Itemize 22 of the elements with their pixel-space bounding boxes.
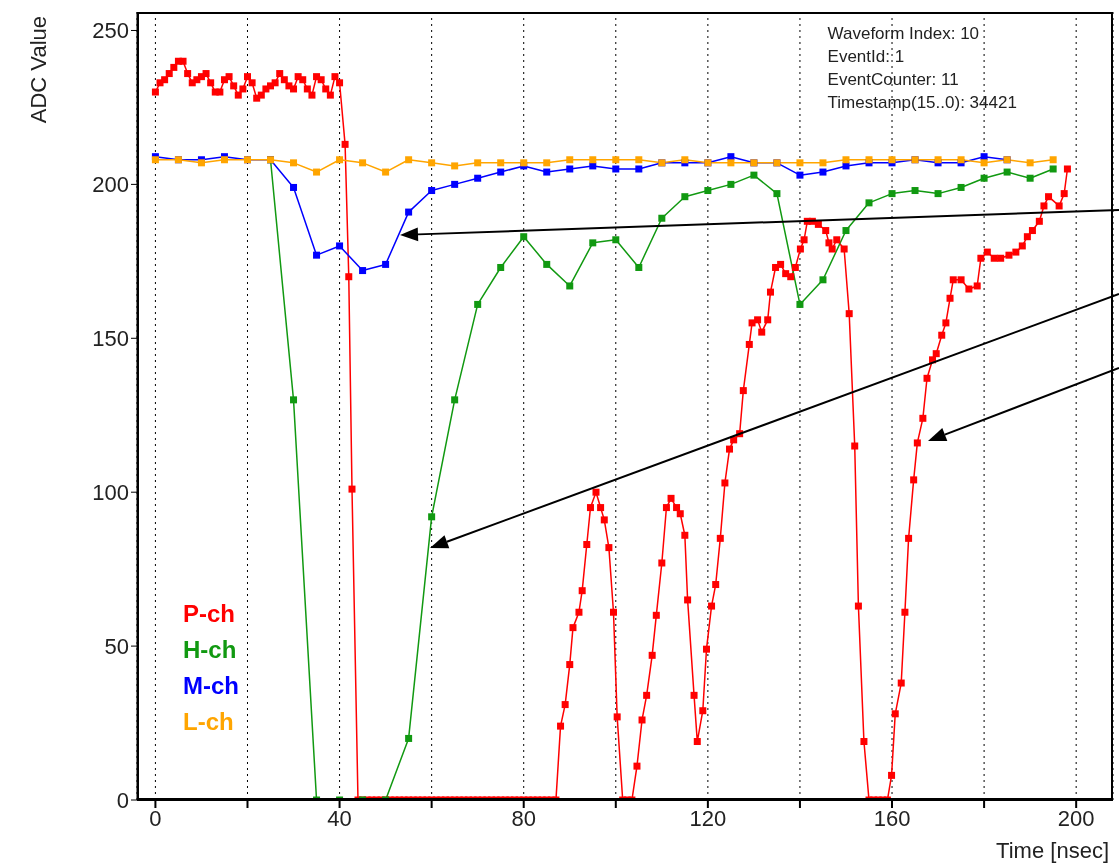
annotation: EventId: 1 <box>827 46 906 68</box>
text: L-ch <box>183 707 235 737</box>
x-tick-label: 80 <box>511 805 536 831</box>
text: M-ch <box>183 671 239 701</box>
annotation: Waveform Index: 10 <box>827 23 981 45</box>
x-tick-label: 200 <box>1057 805 1095 831</box>
text: H-ch <box>183 635 238 665</box>
x-axis-title: Time [nsec] <box>996 838 1109 863</box>
x-tick-label: 160 <box>873 805 911 831</box>
annotation: EventCounter: 11 <box>827 69 960 91</box>
y-tick-label: 200 <box>92 172 129 198</box>
y-tick-label: 50 <box>104 633 129 659</box>
y-tick-label: 100 <box>92 480 129 505</box>
x-tick-label: 120 <box>689 805 727 831</box>
x-tick-label: 0 <box>149 805 162 831</box>
y-tick-label: 0 <box>116 787 129 813</box>
annotation: Timestamp(15..0): 34421 <box>827 92 1017 114</box>
y-tick-label: 250 <box>92 18 129 44</box>
y-axis-title: ADC Value <box>26 16 51 124</box>
text: P-ch <box>183 599 236 629</box>
y-tick-label: 150 <box>92 326 129 352</box>
x-tick-label: 40 <box>327 805 352 831</box>
